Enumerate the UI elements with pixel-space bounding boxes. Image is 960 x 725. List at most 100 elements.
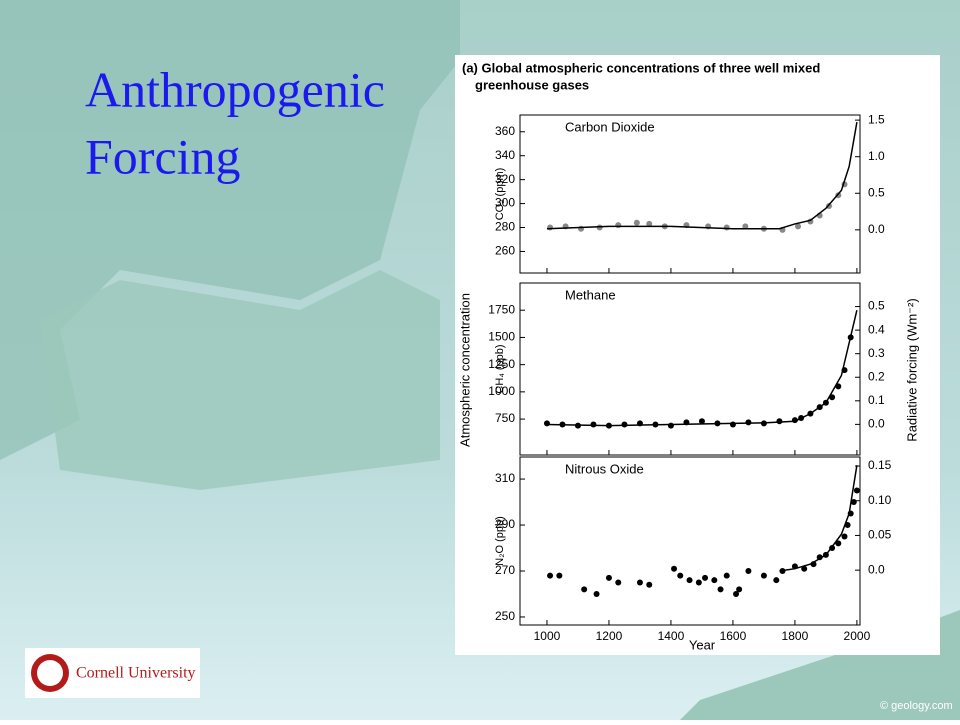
- data-point: [646, 220, 653, 227]
- y-axis-label: N₂O (ppb): [494, 516, 506, 566]
- data-point: [835, 540, 842, 547]
- data-point: [667, 422, 674, 429]
- y-tick-label: 1250: [488, 357, 515, 371]
- data-point: [677, 572, 684, 579]
- data-point: [723, 224, 730, 231]
- data-point: [547, 224, 554, 231]
- x-tick-label: 1000: [534, 629, 561, 643]
- y-tick-label: 1500: [488, 330, 515, 344]
- data-point: [556, 572, 563, 579]
- data-point: [795, 223, 802, 230]
- data-point: [736, 586, 743, 593]
- data-point: [702, 574, 709, 581]
- y2-tick-label: 1.5: [868, 112, 885, 126]
- y2-tick-label: 0.0: [868, 222, 885, 236]
- y2-tick-label: 0.10: [868, 493, 892, 507]
- data-point: [729, 421, 736, 428]
- y-tick-label: 310: [495, 471, 515, 485]
- data-point: [733, 590, 740, 597]
- y-tick-label: 250: [495, 609, 515, 623]
- data-point: [581, 586, 588, 593]
- series-line: [546, 310, 858, 427]
- data-point: [596, 224, 603, 231]
- logo-text: Cornell University: [76, 665, 196, 682]
- data-point: [543, 420, 550, 427]
- data-point: [633, 219, 640, 226]
- y-tick-label: 1000: [488, 384, 515, 398]
- data-point: [853, 487, 860, 494]
- y2-tick-label: 1.0: [868, 149, 885, 163]
- y-axis-label: CO₂ (ppm): [494, 168, 506, 221]
- y-axis-label: CH₄ (ppb): [494, 344, 506, 393]
- panel-title: Methane: [565, 287, 616, 302]
- y2-tick-label: 0.1: [868, 393, 885, 407]
- data-point: [760, 572, 767, 579]
- data-point: [686, 577, 693, 584]
- x-axis-label: Year: [689, 637, 716, 652]
- data-point: [723, 572, 730, 579]
- data-point: [593, 590, 600, 597]
- y-tick-label: 340: [495, 148, 515, 162]
- x-tick-label: 1600: [720, 629, 747, 643]
- map-land: [40, 270, 440, 490]
- data-point: [711, 577, 718, 584]
- data-point: [621, 421, 628, 428]
- x-tick-label: 1400: [658, 629, 685, 643]
- y-tick-label: 750: [495, 411, 515, 425]
- y-tick-label: 280: [495, 220, 515, 234]
- y-tick-label: 1750: [488, 302, 515, 316]
- y2-tick-label: 0.15: [868, 458, 892, 472]
- figure-ylabel: Atmospheric concentration: [457, 293, 472, 447]
- series-line: [546, 122, 858, 230]
- map-land: [0, 0, 460, 460]
- data-point: [695, 579, 702, 586]
- panel-title: Nitrous Oxide: [565, 461, 644, 476]
- y2-tick-label: 0.2: [868, 369, 885, 383]
- data-point: [636, 579, 643, 586]
- x-tick-label: 1200: [596, 629, 623, 643]
- data-point: [698, 418, 705, 425]
- plot-frame: [519, 456, 861, 626]
- data-point: [801, 565, 808, 572]
- panel-title: Carbon Dioxide: [565, 119, 655, 134]
- plot-frame: [519, 114, 861, 274]
- y2-tick-label: 0.0: [868, 417, 885, 431]
- data-point: [773, 577, 780, 584]
- y-tick-label: 290: [495, 517, 515, 531]
- slide-title: Anthropogenic: [85, 61, 385, 117]
- data-point: [745, 567, 752, 574]
- logo-seal: [37, 660, 63, 686]
- y2-tick-label: 0.05: [868, 528, 892, 542]
- figure-title: greenhouse gases: [475, 77, 589, 92]
- y2-tick-label: 0.3: [868, 346, 885, 360]
- y2-tick-label: 0.5: [868, 185, 885, 199]
- figure-title: (a) Global atmospheric concentrations of…: [462, 60, 820, 75]
- plot-frame: [519, 282, 861, 456]
- data-point: [615, 222, 622, 229]
- y-tick-label: 360: [495, 124, 515, 138]
- data-point: [646, 581, 653, 588]
- data-point: [850, 499, 857, 506]
- y-tick-label: 270: [495, 563, 515, 577]
- series-line: [779, 465, 858, 572]
- y-tick-label: 260: [495, 244, 515, 258]
- watermark: © geology.com: [880, 700, 953, 712]
- slide-title: Forcing: [85, 128, 241, 184]
- y2-tick-label: 0.0: [868, 562, 885, 576]
- figure-box: [455, 55, 940, 655]
- data-point: [615, 579, 622, 586]
- x-tick-label: 1800: [782, 629, 809, 643]
- data-point: [547, 572, 554, 579]
- data-point: [717, 586, 724, 593]
- data-point: [605, 574, 612, 581]
- y-tick-label: 300: [495, 196, 515, 210]
- data-point: [745, 419, 752, 426]
- x-tick-label: 2000: [844, 629, 871, 643]
- data-point: [590, 421, 597, 428]
- y2-tick-label: 0.5: [868, 299, 885, 313]
- data-point: [671, 565, 678, 572]
- y-tick-label: 320: [495, 172, 515, 186]
- figure-y2label: Radiative forcing (Wm⁻²): [904, 298, 919, 441]
